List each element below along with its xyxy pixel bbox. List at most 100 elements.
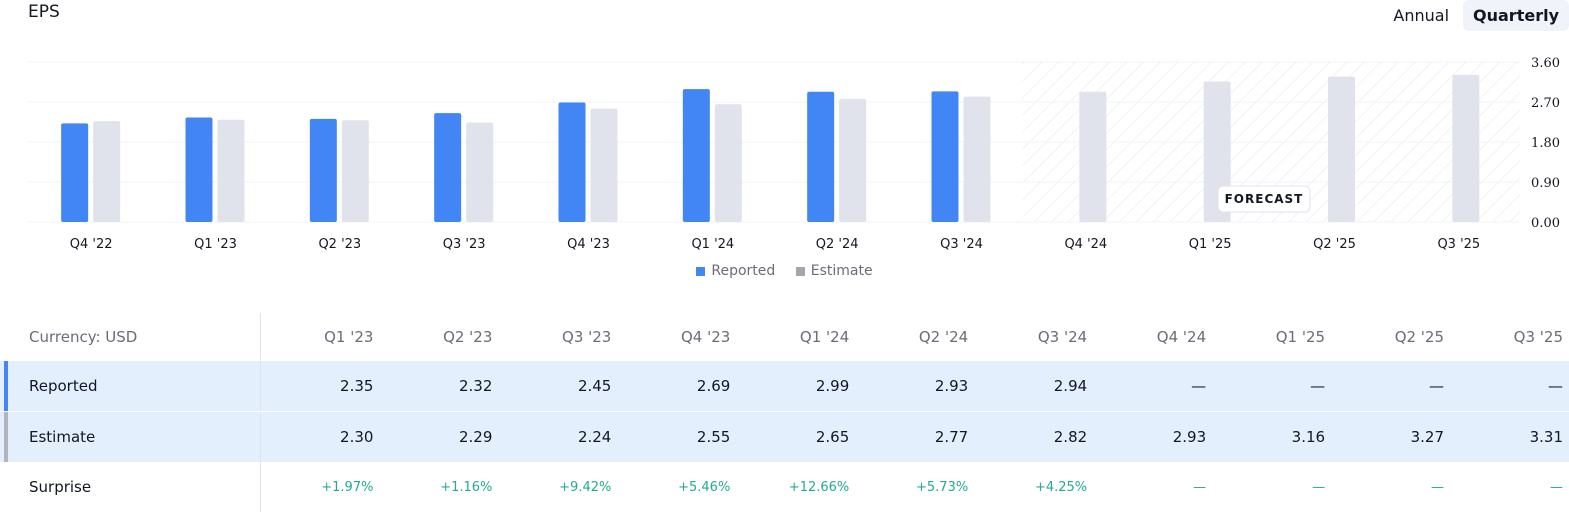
y-tick-label: 2.70 [1531, 96, 1560, 111]
bar-estimate [1452, 74, 1480, 222]
table-cell: 2.94 [974, 361, 1094, 412]
chart-legend: Reported Estimate [0, 263, 1569, 280]
table-cell: 3.31 [1450, 411, 1569, 462]
legend-item-estimate[interactable]: Estimate [795, 263, 873, 279]
table-cell: 2.55 [617, 411, 737, 462]
table-cell: +12.66% [788, 479, 850, 495]
table-cell: 2.93 [855, 361, 975, 412]
row-label: Surprise [0, 462, 261, 512]
bar-estimate [466, 122, 494, 222]
table-cell: 2.24 [498, 411, 618, 462]
table-cell: 2.29 [379, 411, 499, 462]
y-tick-label: 0.00 [1531, 216, 1560, 231]
table-row-surprise: Surprise +1.97% +1.16% +9.42% +5.46% +12.66% +… [0, 462, 1569, 512]
column-header: Q2 '25 [1394, 328, 1445, 346]
x-tick-label: Q4 '23 [567, 237, 610, 252]
table-cell: 2.32 [379, 361, 499, 412]
table-cell: — [1093, 361, 1213, 412]
table-cell: 2.45 [498, 361, 618, 412]
bar-estimate [1328, 76, 1355, 223]
legend-item-reported[interactable]: Reported [696, 263, 775, 279]
table-cell: 2.69 [617, 361, 737, 412]
column-header: Q3 '25 [1513, 328, 1563, 346]
quarterly-tab[interactable]: Quarterly [1463, 0, 1569, 31]
row-label: Reported [0, 361, 261, 412]
bar-estimate [714, 104, 742, 222]
table-cell: — [1312, 479, 1326, 495]
bar-reported [185, 117, 213, 222]
y-tick-label: 3.60 [1531, 56, 1560, 71]
table-cell: 2.65 [736, 411, 856, 462]
bar-estimate [839, 98, 867, 222]
table-cell: — [1193, 479, 1207, 495]
column-header: Q4 '23 [680, 328, 731, 346]
table-cell: +1.97% [321, 479, 374, 495]
table-cell: — [1450, 361, 1569, 412]
table-row-estimate: Estimate 2.30 2.29 2.24 2.55 2.65 2.77 2.82 2.93… [0, 411, 1569, 462]
table-cell: 2.35 [260, 361, 380, 412]
bar-reported [434, 113, 462, 222]
table-cell: +9.42% [559, 479, 612, 495]
column-header: Q3 '23 [562, 328, 612, 346]
bar-reported [558, 102, 586, 222]
eps-bar-chart: 0.00 0.90 1.80 2.70 3.60 Q4 '22 Q1 '23 Q2 '23 Q3… [28, 56, 1560, 252]
column-header: Q4 '24 [1156, 328, 1207, 346]
table-cell: — [1331, 361, 1451, 412]
x-tick-label: Q1 '24 [691, 237, 734, 252]
chart-title: EPS [28, 2, 60, 22]
y-tick-label: 1.80 [1531, 136, 1560, 151]
x-tick-label: Q3 '23 [443, 237, 486, 252]
column-header: Q1 '25 [1275, 328, 1326, 346]
table-cell: 3.27 [1331, 411, 1451, 462]
table-cell: — [1550, 479, 1563, 495]
table-cell: +5.73% [916, 479, 969, 495]
eps-table: Currency: USD Q1 '23 Q2 '23 Q3 '23 Q4 '23 Q1 … [0, 313, 1569, 512]
x-tick-label: Q1 '25 [1189, 237, 1232, 252]
period-toggle: Annual Quarterly [1383, 0, 1569, 31]
table-cell: +4.25% [1034, 479, 1088, 495]
bar-estimate [93, 121, 121, 222]
x-tick-label: Q3 '25 [1437, 237, 1480, 252]
x-tick-label: Q2 '24 [816, 237, 859, 252]
bar-estimate [963, 96, 991, 222]
table-cell: — [1212, 361, 1332, 412]
table-cell: 2.93 [1093, 411, 1213, 462]
table-cell: 2.82 [974, 411, 1094, 462]
x-tick-label: Q2 '23 [318, 237, 361, 252]
column-header: Q1 '23 [324, 328, 374, 346]
legend-label-reported: Reported [711, 263, 776, 279]
forecast-badge [1217, 185, 1311, 213]
column-header: Q2 '24 [918, 328, 969, 346]
y-tick-label: 0.90 [1531, 176, 1560, 191]
x-tick-label: Q2 '25 [1313, 237, 1356, 252]
bar-estimate [590, 108, 618, 222]
x-tick-label: Q3 '24 [940, 237, 983, 252]
legend-swatch-estimate [795, 266, 805, 276]
forecast-label: FORECAST [1225, 192, 1304, 206]
bar-estimate [1079, 91, 1107, 223]
column-header: Q1 '24 [799, 328, 850, 346]
x-tick-label: Q1 '23 [194, 237, 237, 252]
table-header-row: Currency: USD Q1 '23 Q2 '23 Q3 '23 Q4 '23 Q1 … [0, 313, 1569, 361]
column-header: Q2 '23 [443, 328, 493, 346]
table-cell: 2.30 [260, 411, 380, 462]
legend-swatch-reported [696, 266, 706, 276]
bar-estimate [217, 119, 245, 222]
row-label: Estimate [0, 411, 261, 462]
table-cell: — [1431, 479, 1445, 495]
bar-reported [61, 123, 89, 222]
bar-reported [931, 91, 959, 222]
table-row-reported: Reported 2.35 2.32 2.45 2.69 2.99 2.93 2.94— — — — [0, 361, 1569, 412]
legend-label-estimate: Estimate [810, 263, 873, 279]
table-cell: +1.16% [440, 479, 493, 495]
bar-reported [309, 118, 337, 222]
table-cell: +5.46% [678, 479, 731, 495]
x-tick-label: Q4 '22 [70, 237, 113, 252]
table-cell: 2.77 [855, 411, 975, 462]
bar-estimate [341, 120, 369, 222]
bar-reported [682, 89, 710, 222]
table-cell: 2.99 [736, 361, 856, 412]
bar-reported [807, 91, 835, 223]
annual-tab[interactable]: Annual [1393, 6, 1450, 25]
column-header: Q3 '24 [1037, 328, 1088, 346]
